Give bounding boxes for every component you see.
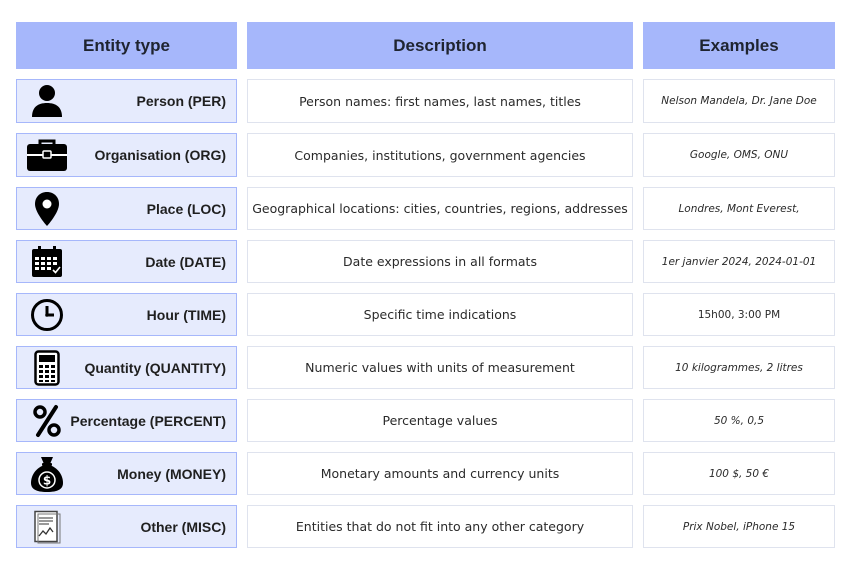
entity-type-cell-place: Place (LOC) [16, 187, 237, 230]
description-cell: Specific time indications [247, 293, 633, 336]
examples-text: Londres, Mont Everest, [678, 202, 800, 215]
examples-cell: 10 kilogrammes, 2 litres [643, 346, 835, 389]
examples-cell: Nelson Mandela, Dr. Jane Doe [643, 79, 835, 123]
description-text: Entities that do not fit into any other … [295, 519, 585, 534]
examples-text: Google, OMS, ONU [689, 149, 789, 161]
location-pin-icon [25, 189, 69, 229]
description-text: Geographical locations: cities, countrie… [252, 201, 628, 216]
description-cell: Geographical locations: cities, countrie… [247, 187, 633, 230]
percent-icon [25, 401, 69, 441]
entity-type-label: Other (MISC) [140, 518, 226, 535]
description-text: Percentage values [382, 413, 498, 428]
header-examples: Examples [643, 22, 835, 69]
description-cell: Person names: first names, last names, t… [247, 79, 633, 123]
examples-cell: 50 %, 0,5 [643, 399, 835, 442]
examples-text: 10 kilogrammes, 2 litres [675, 361, 803, 374]
examples-cell: Londres, Mont Everest, [643, 187, 835, 230]
description-text: Specific time indications [363, 307, 517, 322]
entity-type-cell-money: $ Money (MONEY) [16, 452, 237, 495]
description-text: Person names: first names, last names, t… [299, 93, 581, 109]
description-cell: Numeric values with units of measurement [247, 346, 633, 389]
entity-type-cell-quantity: Quantity (QUANTITY) [16, 346, 237, 389]
examples-text: 1er janvier 2024, 2024-01-01 [661, 255, 817, 268]
header-description: Description [247, 22, 633, 69]
description-cell: Monetary amounts and currency units [247, 452, 633, 495]
description-text: Monetary amounts and currency units [320, 466, 560, 481]
examples-text: 15h00, 3:00 PM [697, 308, 781, 321]
entity-type-label: Person (PER) [136, 93, 226, 109]
entity-type-cell-organisation: Organisation (ORG) [16, 133, 237, 177]
money-bag-icon: $ [25, 454, 69, 494]
svg-text:$: $ [43, 473, 51, 487]
description-text: Date expressions in all formats [343, 254, 537, 269]
description-cell: Date expressions in all formats [247, 240, 633, 283]
entity-type-cell-percentage: Percentage (PERCENT) [16, 399, 237, 442]
description-text: Numeric values with units of measurement [305, 360, 575, 375]
entity-type-label: Organisation (ORG) [94, 147, 226, 163]
entity-type-cell-date: Date (DATE) [16, 240, 237, 283]
description-cell: Entities that do not fit into any other … [247, 505, 633, 548]
document-chart-icon [25, 507, 69, 547]
entity-type-cell-person: Person (PER) [16, 79, 237, 123]
examples-text: 50 %, 0,5 [713, 414, 765, 427]
examples-text: Prix Nobel, iPhone 15 [682, 520, 796, 533]
examples-cell: 1er janvier 2024, 2024-01-01 [643, 240, 835, 283]
entity-type-cell-other: Other (MISC) [16, 505, 237, 548]
header-entity-type: Entity type [16, 22, 237, 69]
examples-cell: Prix Nobel, iPhone 15 [643, 505, 835, 548]
examples-text: Nelson Mandela, Dr. Jane Doe [661, 95, 817, 107]
entity-type-label: Place (LOC) [146, 200, 226, 217]
entity-type-label: Money (MONEY) [117, 465, 226, 482]
description-text: Companies, institutions, government agen… [294, 147, 586, 163]
calculator-icon [25, 348, 69, 388]
person-icon [25, 81, 69, 121]
examples-text: 100 $, 50 € [708, 467, 770, 480]
entity-type-label: Hour (TIME) [146, 306, 226, 323]
calendar-icon [25, 242, 69, 282]
examples-cell: 100 $, 50 € [643, 452, 835, 495]
entity-type-label: Quantity (QUANTITY) [84, 359, 226, 376]
entity-type-label: Percentage (PERCENT) [70, 412, 226, 429]
description-cell: Companies, institutions, government agen… [247, 133, 633, 177]
examples-cell: 15h00, 3:00 PM [643, 293, 835, 336]
header-entity-type-label: Entity type [83, 35, 170, 55]
examples-cell: Google, OMS, ONU [643, 133, 835, 177]
briefcase-icon [25, 135, 69, 175]
description-cell: Percentage values [247, 399, 633, 442]
entity-type-label: Date (DATE) [145, 253, 226, 270]
header-examples-label: Examples [699, 35, 779, 55]
clock-icon [25, 295, 69, 335]
header-description-label: Description [393, 35, 487, 55]
entity-type-cell-hour: Hour (TIME) [16, 293, 237, 336]
